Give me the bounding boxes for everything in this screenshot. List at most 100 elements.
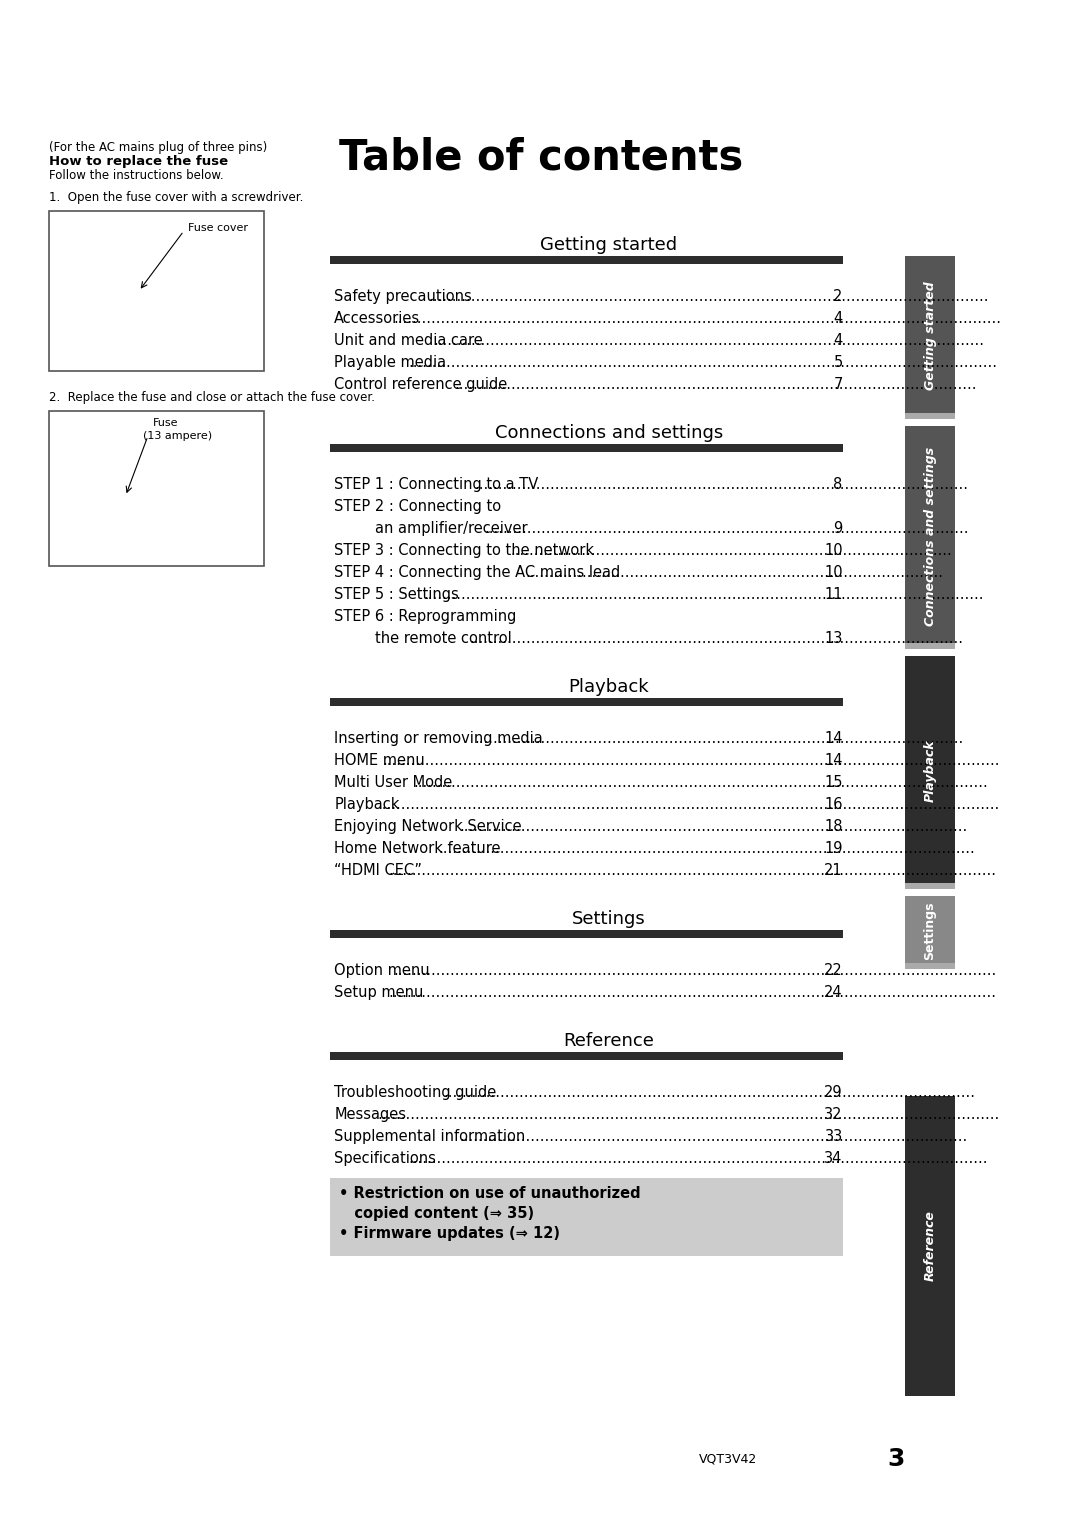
Text: Settings: Settings	[571, 909, 646, 928]
Text: ................................................................................: ........................................…	[393, 963, 996, 978]
Text: Setup menu: Setup menu	[335, 984, 423, 1000]
Text: 21: 21	[824, 864, 842, 877]
Text: STEP 2 : Connecting to: STEP 2 : Connecting to	[335, 499, 501, 514]
Text: Table of contents: Table of contents	[339, 136, 743, 179]
Text: 2.  Replace the fuse and close or attach the fuse cover.: 2. Replace the fuse and close or attach …	[50, 391, 376, 404]
Text: 5: 5	[834, 356, 842, 369]
Bar	[905, 642, 955, 649]
Text: 24: 24	[824, 984, 842, 1000]
Text: STEP 3 : Connecting to the network: STEP 3 : Connecting to the network	[335, 543, 594, 559]
Bar	[329, 697, 842, 707]
Text: the remote control: the remote control	[375, 630, 512, 645]
Text: Connections and settings: Connections and settings	[495, 424, 723, 443]
Text: 8: 8	[834, 478, 842, 491]
Text: How to replace the fuse: How to replace the fuse	[50, 156, 229, 168]
Text: (13 ampere): (13 ampere)	[144, 430, 213, 441]
Text: • Firmware updates (⇒ 12): • Firmware updates (⇒ 12)	[339, 1225, 559, 1241]
Text: Getting started: Getting started	[923, 282, 936, 391]
Text: 9: 9	[834, 520, 842, 536]
Text: Control reference guide: Control reference guide	[335, 377, 508, 392]
Bar	[905, 656, 955, 887]
Text: 10: 10	[824, 543, 842, 559]
Bar	[905, 414, 955, 420]
Text: VQT3V42: VQT3V42	[699, 1453, 757, 1466]
Text: Reference: Reference	[923, 1210, 936, 1282]
Text: Messages: Messages	[335, 1106, 406, 1122]
Text: Playback: Playback	[568, 678, 649, 696]
Text: Playback: Playback	[335, 797, 400, 812]
Text: STEP 6 : Reprogramming: STEP 6 : Reprogramming	[335, 609, 516, 624]
Text: ................................................................................: ........................................…	[388, 864, 996, 877]
Text: ................................................................................: ........................................…	[459, 1129, 968, 1144]
Text: Safety precautions: Safety precautions	[335, 288, 472, 304]
Text: Option menu: Option menu	[335, 963, 430, 978]
Text: Multi User Mode: Multi User Mode	[335, 775, 453, 790]
Bar	[329, 256, 842, 264]
Text: Reference: Reference	[564, 1032, 654, 1050]
Text: Getting started: Getting started	[540, 237, 677, 253]
Bar	[50, 410, 265, 566]
Bar	[905, 1096, 955, 1396]
Text: Troubleshooting guide: Troubleshooting guide	[335, 1085, 497, 1100]
Text: Home Network feature: Home Network feature	[335, 841, 501, 856]
Polygon shape	[85, 481, 166, 546]
Text: STEP 4 : Connecting the AC mains lead: STEP 4 : Connecting the AC mains lead	[335, 565, 621, 580]
Text: Fuse: Fuse	[152, 418, 178, 427]
Text: ................................................................................: ........................................…	[408, 1151, 988, 1166]
Text: 19: 19	[824, 841, 842, 856]
Text: HOME menu: HOME menu	[335, 752, 426, 768]
Text: ................................................................................: ........................................…	[525, 565, 943, 580]
Text: ................................................................................: ........................................…	[423, 588, 984, 601]
Text: 32: 32	[824, 1106, 842, 1122]
Text: Accessories: Accessories	[335, 311, 420, 327]
Text: 15: 15	[824, 775, 842, 790]
Text: 18: 18	[824, 819, 842, 835]
Text: ................................................................................: ........................................…	[408, 356, 997, 369]
Text: • Restriction on use of unauthorized: • Restriction on use of unauthorized	[339, 1186, 640, 1201]
Text: copied content (⇒ 35): copied content (⇒ 35)	[339, 1206, 534, 1221]
Text: Supplemental information: Supplemental information	[335, 1129, 526, 1144]
Text: 14: 14	[824, 731, 842, 746]
Text: (For the AC mains plug of three pins): (For the AC mains plug of three pins)	[50, 140, 268, 154]
Bar	[905, 256, 955, 417]
Text: Enjoying Network Service: Enjoying Network Service	[335, 819, 522, 835]
Text: Playback: Playback	[923, 740, 936, 803]
Text: ................................................................................: ........................................…	[388, 984, 996, 1000]
Bar	[329, 444, 842, 452]
Bar	[329, 1051, 842, 1061]
Text: 34: 34	[824, 1151, 842, 1166]
Text: ................................................................................: ........................................…	[474, 478, 969, 491]
Text: ................................................................................: ........................................…	[414, 775, 988, 790]
Text: Specifications: Specifications	[335, 1151, 436, 1166]
Text: 22: 22	[824, 963, 842, 978]
Text: STEP 5 : Settings: STEP 5 : Settings	[335, 588, 459, 601]
Polygon shape	[85, 281, 175, 351]
Text: 29: 29	[824, 1085, 842, 1100]
Text: Playable media: Playable media	[335, 356, 446, 369]
Text: 1.  Open the fuse cover with a screwdriver.: 1. Open the fuse cover with a screwdrive…	[50, 191, 303, 204]
Text: ................................................................................: ........................................…	[474, 731, 963, 746]
Bar	[905, 963, 955, 969]
Text: STEP 1 : Connecting to a TV: STEP 1 : Connecting to a TV	[335, 478, 539, 491]
Text: 4: 4	[834, 311, 842, 327]
Text: 10: 10	[824, 565, 842, 580]
Text: ................................................................................: ........................................…	[393, 311, 1001, 327]
Text: ................................................................................: ........................................…	[469, 630, 963, 645]
Text: 11: 11	[824, 588, 842, 601]
Text: ................................................................................: ........................................…	[378, 797, 1000, 812]
Text: an amplifier/receiver: an amplifier/receiver	[375, 520, 527, 536]
Text: 4: 4	[834, 333, 842, 348]
Text: Fuse cover: Fuse cover	[188, 223, 248, 233]
Text: ................................................................................: ........................................…	[459, 819, 968, 835]
Text: Unit and media care: Unit and media care	[335, 333, 483, 348]
Text: ................................................................................: ........................................…	[510, 543, 951, 559]
Text: “HDMI CEC”: “HDMI CEC”	[335, 864, 422, 877]
Text: ................................................................................: ........................................…	[444, 1085, 976, 1100]
Text: 13: 13	[824, 630, 842, 645]
Text: ................................................................................: ........................................…	[434, 333, 985, 348]
Bar	[50, 211, 265, 371]
Text: 16: 16	[824, 797, 842, 812]
Bar	[329, 1178, 842, 1256]
Bar	[905, 426, 955, 645]
Text: ................................................................................: ........................................…	[454, 377, 976, 392]
